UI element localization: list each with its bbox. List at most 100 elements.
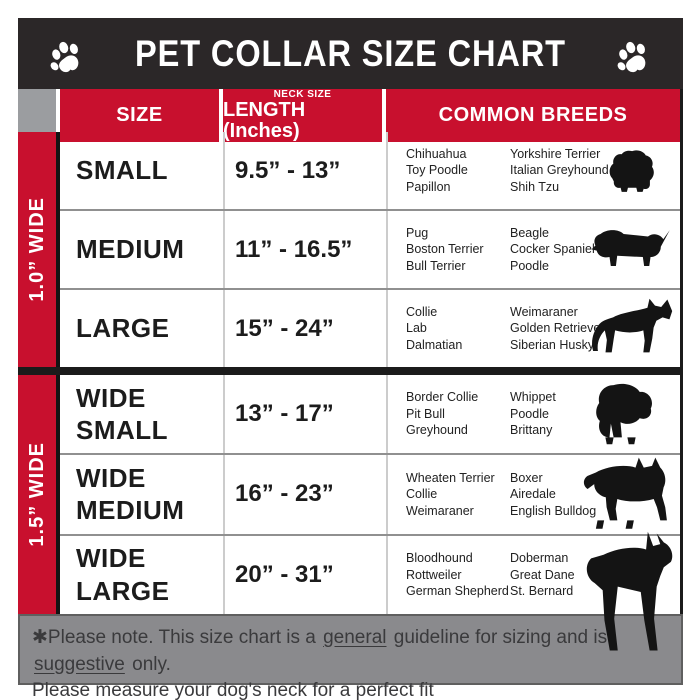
size-label-line2: MEDIUM: [76, 495, 185, 526]
breeds-column-2: Boxer Airedale English Bulldog: [510, 470, 622, 520]
breed-item: Cocker Spaniel: [510, 242, 595, 257]
length-cell: 16” - 23”: [223, 455, 386, 534]
breed-item: Weimaraner: [510, 304, 578, 319]
length-cell: 9.5” - 13”: [223, 132, 386, 209]
section-1-5-wide: 1.5” WIDE WIDE SMALL 13” - 17” Border Co…: [18, 375, 683, 651]
section-1-5-bar: 1.5” WIDE: [18, 375, 60, 614]
section-1-0-rows: SMALL 9.5” - 13” Chihuahua Toy Poodle Pa…: [60, 132, 680, 367]
section-divider: [18, 367, 683, 375]
breed-item: Pit Bull: [406, 406, 445, 421]
pit-bull-silhouette-icon: [583, 458, 667, 530]
size-label: WIDE: [76, 543, 146, 574]
breed-item: Italian Greyhound: [510, 163, 609, 178]
row-small: SMALL 9.5” - 13” Chihuahua Toy Poodle Pa…: [60, 132, 680, 211]
breed-item: St. Bernard: [510, 584, 574, 599]
section-1-5-label: 1.5” WIDE: [25, 442, 48, 547]
breed-item: Yorkshire Terrier: [510, 146, 601, 161]
breeds-cell: Border Collie Pit Bull Greyhound Whippet…: [386, 375, 680, 454]
breeds-cell: Collie Lab Dalmatian Weimaraner Golden R…: [386, 290, 680, 367]
breed-item: English Bulldog: [510, 503, 597, 518]
breed-item: Boston Terrier: [406, 242, 484, 257]
breeds-cell: Bloodhound Rottweiler German Shepherd Do…: [386, 531, 680, 651]
section-1-5-rows: WIDE SMALL 13” - 17” Border Collie Pit B…: [60, 375, 680, 651]
breed-item: Bull Terrier: [406, 258, 466, 273]
doberman-silhouette-icon: [586, 531, 672, 651]
length-cell: 13” - 17”: [223, 375, 386, 454]
chart-frame: PET COLLAR SIZE CHART SIZE NECK SIZE LEN…: [18, 18, 683, 700]
note-line2: Please measure your dog's neck for a per…: [32, 680, 434, 700]
breeds-cell: Pug Boston Terrier Bull Terrier Beagle C…: [386, 211, 680, 288]
row-wide-medium: WIDE MEDIUM 16” - 23” Wheaten Terrier Co…: [60, 455, 680, 536]
header-size: SIZE: [60, 89, 219, 142]
breed-item: Beagle: [510, 225, 549, 240]
breed-item: Lab: [406, 321, 427, 336]
breed-item: Wheaten Terrier: [406, 470, 495, 485]
note-text: only.: [126, 653, 171, 675]
bulldog-silhouette-icon: [595, 383, 652, 445]
breed-item: Siberian Husky: [510, 337, 595, 352]
paw-print-icon: [50, 41, 79, 72]
breed-item: Border Collie: [406, 390, 479, 405]
dachshund-silhouette-icon: [591, 229, 670, 266]
note-text: guideline for sizing and is: [388, 627, 608, 648]
size-cell: WIDE LARGE: [60, 536, 223, 614]
german-shepherd-silhouette-icon: [591, 298, 672, 352]
paw-print-icon: [617, 41, 646, 72]
size-label: WIDE: [76, 382, 146, 413]
header-breeds-label: COMMON BREEDS: [438, 104, 628, 126]
size-label: SMALL: [76, 155, 169, 186]
breed-item: Pug: [406, 225, 429, 240]
breed-item: Airedale: [510, 487, 556, 502]
section-1-0-label: 1.0” WIDE: [25, 197, 48, 302]
breeds-column-2: Whippet Poodle Brittany: [510, 389, 622, 439]
breed-item: Collie: [406, 304, 438, 319]
size-cell: MEDIUM: [60, 211, 223, 288]
breeds-column-2: Beagle Cocker Spaniel Poodle: [510, 225, 622, 275]
note-text: Please note. This size chart is a: [47, 627, 322, 648]
breed-item: Poodle: [510, 258, 549, 273]
breeds-column-1: Collie Lab Dalmatian: [406, 304, 510, 354]
size-label: MEDIUM: [76, 234, 185, 265]
breeds-column-1: Wheaten Terrier Collie Weimaraner: [406, 470, 510, 520]
header-neck-size: NECK SIZE LENGTH (Inches): [223, 89, 382, 142]
length-cell: 15” - 24”: [223, 290, 386, 367]
breed-item: Bloodhound: [406, 551, 473, 566]
size-cell: WIDE MEDIUM: [60, 455, 223, 533]
breed-item: Greyhound: [406, 423, 468, 438]
size-cell: SMALL: [60, 132, 223, 209]
breed-item: Doberman: [510, 551, 569, 566]
breed-item: Rottweiler: [406, 567, 462, 582]
size-cell: LARGE: [60, 290, 223, 367]
breed-item: Poodle: [510, 406, 549, 421]
breeds-column-1: Chihuahua Toy Poodle Papillon: [406, 146, 510, 196]
length-cell: 11” - 16.5”: [223, 211, 386, 288]
breed-item: Dalmatian: [406, 337, 463, 352]
breed-item: Toy Poodle: [406, 163, 468, 178]
section-1-0-bar: 1.0” WIDE: [18, 132, 60, 367]
row-medium: MEDIUM 11” - 16.5” Pug Boston Terrier Bu…: [60, 211, 680, 290]
breeds-column-2: Yorkshire Terrier Italian Greyhound Shih…: [510, 146, 622, 196]
note-underlined-general: general: [323, 627, 387, 648]
size-label-line2: SMALL: [76, 415, 169, 446]
asterisk: ✱: [32, 627, 48, 648]
size-label: LARGE: [76, 313, 170, 344]
header-common-breeds: COMMON BREEDS: [386, 89, 680, 142]
row-large: LARGE 15” - 24” Collie Lab Dalmatian Wei…: [60, 290, 680, 367]
breeds-column-1: Border Collie Pit Bull Greyhound: [406, 389, 510, 439]
breed-item: Boxer: [510, 470, 543, 485]
breeds-column-2: Weimaraner Golden Retriever Siberian Hus…: [510, 304, 622, 354]
breeds-column-1: Bloodhound Rottweiler German Shepherd: [406, 550, 510, 600]
page-title: PET COLLAR SIZE CHART: [135, 32, 566, 74]
breed-item: Weimaraner: [406, 503, 474, 518]
section-1-0-wide: 1.0” WIDE SMALL 9.5” - 13” Chihuahua Toy…: [18, 132, 683, 367]
breeds-cell: Wheaten Terrier Collie Weimaraner Boxer …: [386, 455, 680, 534]
breed-item: Papillon: [406, 179, 451, 194]
shih-tzu-silhouette-icon: [609, 149, 654, 192]
size-label: WIDE: [76, 462, 146, 493]
table-header: SIZE NECK SIZE LENGTH (Inches) COMMON BR…: [18, 89, 683, 142]
breed-item: Collie: [406, 487, 438, 502]
breed-item: Shih Tzu: [510, 179, 560, 194]
breeds-cell: Chihuahua Toy Poodle Papillon Yorkshire …: [386, 132, 680, 209]
note-underlined-suggestive: suggestive: [34, 653, 125, 675]
